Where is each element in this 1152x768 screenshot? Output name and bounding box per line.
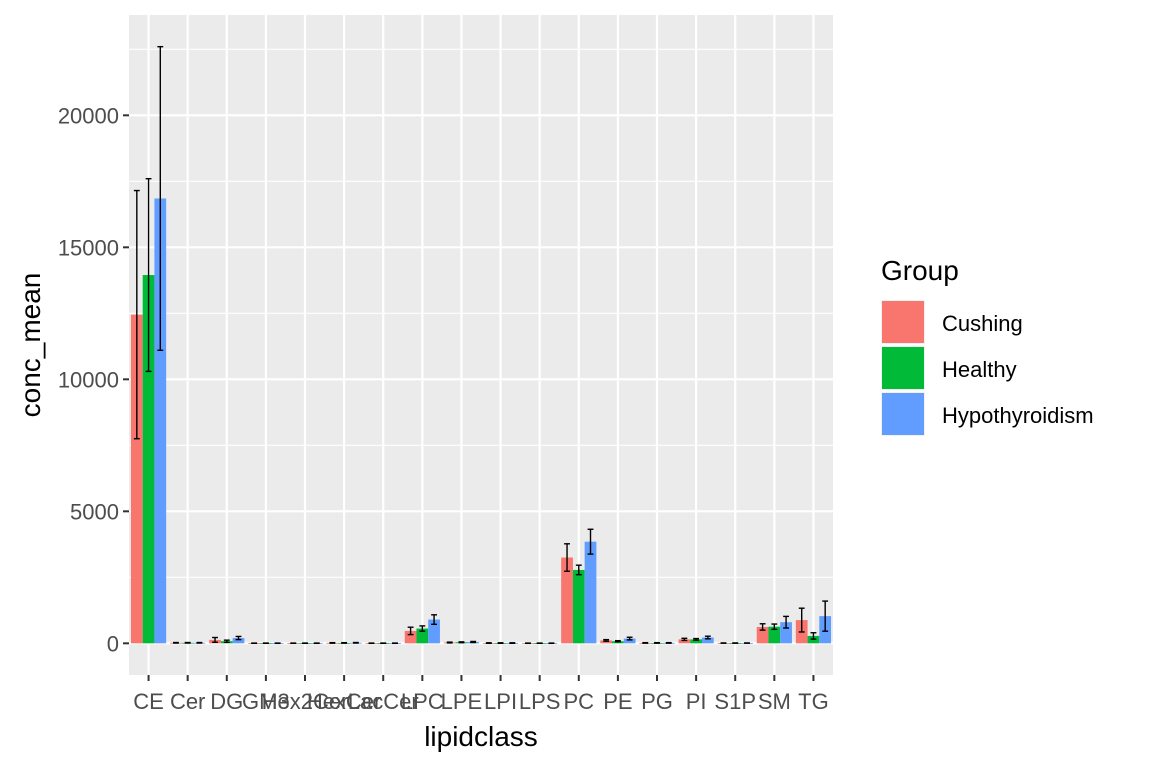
bar-cushing-ce — [130, 314, 143, 644]
error-bar — [654, 641, 660, 644]
bar-hypothyroidism-sm — [780, 622, 792, 644]
y-tick-label: 5000 — [70, 499, 119, 524]
error-bar — [485, 642, 492, 645]
error-bar — [564, 543, 570, 572]
y-tick-label: 0 — [107, 631, 119, 656]
legend-swatch-healthy — [882, 347, 924, 389]
x-tick-label: Hex2Cer — [262, 689, 349, 714]
bar-hypothyroidism-pc — [584, 541, 597, 644]
y-axis: 0 5000 10000 15000 20000 — [58, 103, 129, 656]
y-axis-title: conc_mean — [15, 273, 46, 418]
bar-cushing-sm — [756, 626, 769, 644]
error-bar — [157, 45, 164, 351]
error-bar — [497, 642, 504, 645]
error-bar — [759, 623, 766, 631]
error-bar — [587, 528, 594, 555]
error-bar — [235, 635, 242, 641]
error-bar — [614, 639, 621, 643]
x-tick-label: PC — [563, 689, 594, 714]
error-bar — [446, 641, 453, 644]
bar-healthy-sm — [768, 626, 781, 644]
error-bar — [704, 635, 711, 640]
bar-cushing-pi — [678, 639, 691, 644]
error-bars — [133, 45, 829, 645]
bar-healthy-pc — [572, 569, 585, 644]
error-bar — [184, 641, 191, 644]
error-bar — [212, 636, 218, 643]
legend-label: Hypothyroidism — [942, 403, 1094, 428]
y-tick-label: 20000 — [58, 103, 119, 128]
error-bar — [352, 641, 359, 644]
error-bar — [458, 641, 465, 644]
error-bar — [133, 189, 140, 440]
error-bar — [693, 637, 700, 641]
x-tick-label: CE — [133, 689, 164, 714]
error-bar — [642, 641, 649, 644]
error-bar — [665, 641, 672, 644]
error-bar — [173, 641, 179, 644]
bar-hypothyroidism-lpc — [428, 619, 440, 644]
x-tick-label: HexCer — [307, 689, 382, 714]
error-bar — [603, 638, 610, 642]
error-bar — [145, 177, 152, 373]
error-bar — [329, 641, 336, 644]
bar-cushing-pc — [561, 557, 573, 644]
x-tick-label: TG — [798, 689, 829, 714]
y-tick-label: 15000 — [58, 235, 119, 260]
x-tick-label: LPS — [519, 689, 561, 714]
bar-healthy-pi — [690, 639, 702, 644]
error-bar — [575, 564, 582, 576]
bar-healthy-lpc — [416, 628, 429, 644]
bar-healthy-ce — [142, 275, 155, 644]
bar-hypothyroidism-ce — [154, 198, 167, 644]
error-bar — [771, 623, 778, 631]
bar-cushing-lpc — [404, 630, 417, 644]
error-bar — [798, 607, 805, 633]
x-axis-title: lipidclass — [424, 721, 538, 752]
error-bar — [341, 641, 348, 644]
plot-panel — [129, 15, 833, 675]
x-tick-label: PG — [641, 689, 673, 714]
x-tick-label: DG — [210, 689, 243, 714]
y-tick-label: 10000 — [58, 367, 119, 392]
error-bar — [431, 614, 437, 626]
error-bar — [783, 615, 789, 629]
error-bar — [470, 640, 477, 644]
error-bar — [509, 642, 516, 645]
legend-swatch-hypothyroidism — [882, 393, 924, 435]
bar-hypothyroidism-pe — [623, 638, 636, 644]
error-bar — [223, 639, 230, 643]
legend-label: Healthy — [942, 357, 1017, 382]
x-tick-label: LPE — [441, 689, 483, 714]
legend-label: Cushing — [942, 311, 1023, 336]
legend-title: Group — [881, 255, 959, 286]
x-tick-label: PE — [603, 689, 632, 714]
legend: Group Cushing Healthy Hypothyroidism — [881, 255, 1094, 436]
error-bar — [407, 626, 414, 636]
x-tick-label: PI — [686, 689, 707, 714]
bar-hypothyroidism-pi — [701, 637, 714, 644]
x-tick-label: GM3 — [242, 689, 290, 714]
bar-hypothyroidism-dg — [232, 638, 245, 644]
legend-swatch-cushing — [882, 301, 924, 343]
x-tick-label: LacCer — [348, 689, 419, 714]
error-bar — [681, 637, 688, 642]
x-tick-label: LPI — [484, 689, 517, 714]
error-bar — [419, 625, 426, 632]
error-bar — [196, 641, 203, 644]
error-bar — [626, 636, 633, 641]
x-tick-label: LPC — [401, 689, 444, 714]
x-tick-label: Cer — [170, 689, 205, 714]
x-tick-label: SM — [758, 689, 791, 714]
error-bar — [810, 632, 817, 640]
x-tick-label: S1P — [714, 689, 756, 714]
error-bar — [822, 600, 829, 632]
